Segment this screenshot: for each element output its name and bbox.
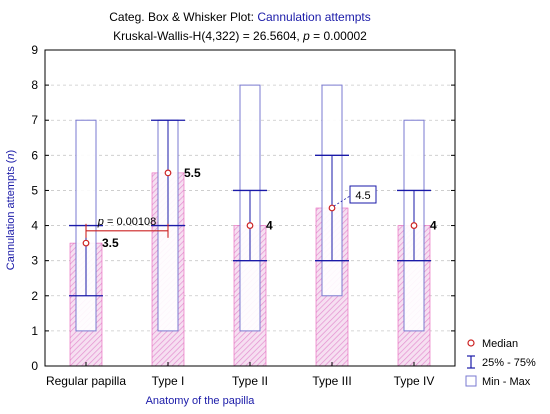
label-box — [349, 185, 377, 204]
legend-label: Min - Max — [482, 376, 531, 388]
x-tick-label: Type I — [152, 374, 185, 388]
legend-label: 25% - 75% — [482, 357, 536, 369]
median-label: 4.5 — [355, 190, 370, 202]
comparison-bracket: p = 0.00108 — [85, 216, 169, 238]
y-tick-label: 1 — [31, 324, 38, 338]
y-tick-label: 5 — [31, 183, 38, 197]
y-tick-label: 7 — [31, 113, 38, 127]
x-axis-ticks: Regular papilla Type I Type II Type III Type… — [46, 362, 434, 388]
y-tick-label: 3 — [31, 254, 38, 268]
y-axis-ticks: 0 1 2 3 4 5 6 7 8 9 — [31, 43, 455, 373]
median-labels: 3.5 5.5 4 4.5 4 — [102, 166, 437, 250]
y-axis-title: Cannulation attempts (n) — [5, 150, 17, 270]
median-label: 4 — [430, 219, 437, 233]
median-point — [82, 239, 90, 247]
legend-median-marker — [467, 339, 475, 347]
legend: Median 25% - 75% Min - Max — [465, 338, 536, 388]
chart-title: Categ. Box & Whisker Plot: Cannulation a… — [109, 10, 370, 24]
x-axis-title: Anatomy of the papilla — [146, 395, 256, 407]
median-point — [328, 204, 336, 212]
label-leader — [333, 195, 351, 207]
median-point — [164, 169, 172, 177]
y-tick-label: 2 — [31, 289, 38, 303]
legend-minmax-marker — [465, 375, 477, 387]
x-tick-label: Type III — [312, 374, 351, 388]
median-label: 3.5 — [102, 236, 119, 250]
chart-subtitle: Kruskal-Wallis-H(4,322) = 26.5604, p = 0… — [113, 29, 367, 43]
y-tick-label: 8 — [31, 78, 38, 92]
x-tick-label: Regular papilla — [46, 374, 126, 388]
y-tick-label: 4 — [31, 219, 38, 233]
median-point — [410, 222, 418, 229]
x-tick-label: Type II — [232, 374, 268, 388]
y-tick-label: 9 — [31, 43, 38, 57]
median-label: 4 — [266, 219, 273, 233]
y-tick-label: 0 — [31, 359, 38, 373]
median-point — [246, 222, 254, 229]
y-tick-label: 6 — [31, 148, 38, 162]
legend-label: Median — [482, 338, 518, 350]
x-tick-label: Type IV — [394, 374, 435, 388]
comparison-p-value: p = 0.00108 — [97, 216, 156, 228]
median-label: 5.5 — [184, 166, 201, 180]
